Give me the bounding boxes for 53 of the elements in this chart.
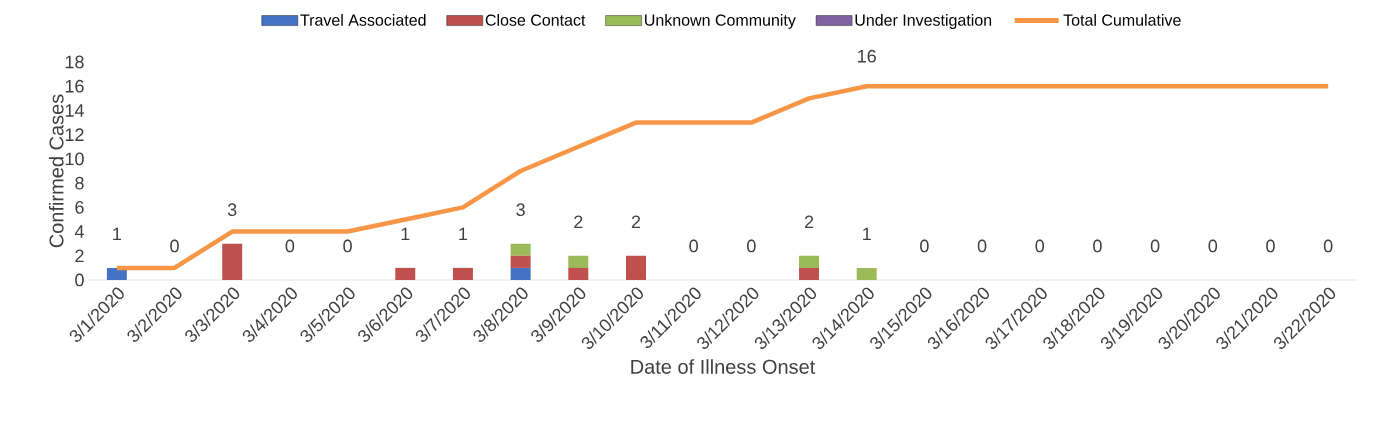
legend-label: Unknown Community	[645, 14, 796, 29]
bar	[395, 267, 416, 280]
total-label: 0	[1150, 239, 1160, 253]
total-label: 1	[459, 227, 468, 241]
total-label: 3	[516, 203, 525, 217]
total-label: 1	[863, 227, 871, 241]
total-label: 0	[1208, 239, 1218, 253]
annotation: 16	[858, 49, 876, 63]
total-label: 2	[804, 215, 814, 229]
legend-label: Travel Associated	[300, 14, 426, 26]
y-tick-label: 18	[65, 55, 84, 69]
total-label: 0	[170, 239, 179, 253]
bar	[106, 267, 127, 280]
y-tick-label: 16	[65, 79, 84, 93]
y-tick-label: 8	[75, 176, 84, 190]
total-label: 0	[1266, 239, 1275, 253]
total-label: 0	[343, 239, 352, 253]
y-axis-title: Confirmed Cases	[48, 94, 64, 248]
total-label: 1	[401, 227, 410, 241]
bar	[625, 255, 646, 280]
bar	[452, 267, 473, 280]
bar	[799, 267, 820, 280]
total-label: 0	[1093, 239, 1102, 253]
bar	[568, 255, 589, 268]
bar	[510, 267, 531, 280]
total-label: 0	[689, 239, 698, 253]
legend-label: Under Investigation	[855, 14, 992, 29]
total-label: 1	[113, 227, 121, 241]
total-label: 0	[747, 239, 756, 253]
total-label: 0	[977, 239, 987, 253]
bar	[856, 267, 877, 280]
y-tick-label: 2	[75, 249, 84, 263]
bar	[510, 255, 531, 268]
bar	[510, 243, 531, 256]
y-tick-label: 6	[75, 200, 84, 214]
total-label: 0	[1035, 239, 1045, 253]
y-tick-label: 10	[65, 152, 84, 166]
total-label: 0	[920, 239, 929, 253]
y-tick-label: 0	[75, 273, 84, 287]
bar	[799, 255, 820, 268]
y-tick-label: 4	[74, 225, 84, 238]
total-label: 0	[1323, 239, 1333, 253]
bar	[568, 267, 589, 280]
total-label: 2	[574, 215, 583, 229]
total-label: 3	[227, 203, 237, 217]
bar	[222, 243, 243, 280]
y-tick-label: 12	[65, 128, 84, 141]
total-label: 2	[631, 215, 641, 229]
total-label: 0	[285, 239, 295, 253]
x-axis-title: Date of Illness Onset	[631, 359, 816, 374]
legend-label: Close Contact	[485, 14, 586, 26]
y-tick-label: 14	[65, 104, 84, 117]
legend-label: Total Cumulative	[1063, 14, 1181, 26]
